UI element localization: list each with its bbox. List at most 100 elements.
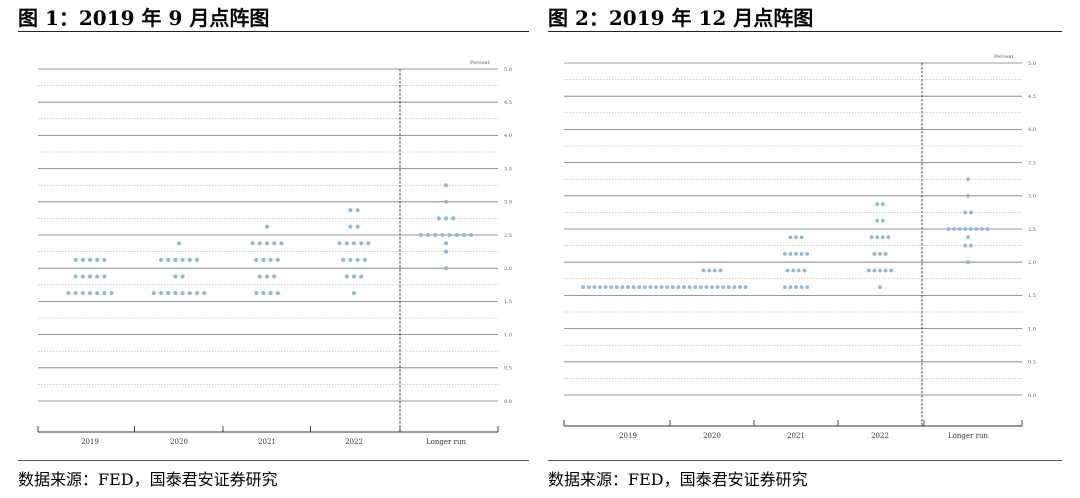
rate-projection-dot (151, 291, 156, 296)
rate-projection-dot (73, 257, 78, 262)
rate-projection-dot (886, 235, 891, 240)
rate-projection-dot (620, 285, 625, 289)
y-tick-label: 2.0 (504, 266, 512, 272)
rate-projection-dot (880, 202, 885, 207)
rate-projection-dot (265, 241, 269, 246)
rate-projection-dot (444, 249, 448, 254)
rate-projection-dot (626, 285, 630, 289)
y-tick-label: 5.0 (504, 67, 512, 73)
rate-projection-dot (366, 241, 371, 246)
rate-projection-dot (173, 291, 178, 296)
rate-projection-dot (337, 241, 342, 246)
rate-projection-dot (665, 285, 670, 289)
rate-projection-dot (355, 257, 360, 262)
figure-title: 图 1：2019 年 9 月点阵图 (18, 6, 270, 30)
rate-projection-dot (195, 257, 199, 262)
x-category-label: 2022 (871, 432, 889, 440)
rate-projection-dot (359, 241, 364, 246)
rate-projection-dot (268, 257, 273, 262)
rate-projection-dot (791, 268, 796, 273)
rate-projection-dot (687, 285, 692, 289)
y-tick-label: 0.5 (1028, 360, 1036, 366)
y-tick-label: 1.5 (1028, 293, 1036, 299)
chart-panel-september: 图 1：2019 年 9 月点阵图 0.0 0.5 1.0 1.5 2.0 2.5 3.0 3… (18, 0, 529, 498)
rate-projection-dot (95, 291, 100, 296)
y-axis-label: Percent (994, 54, 1013, 60)
rate-projection-dot (782, 252, 787, 256)
source-rule (548, 460, 1062, 461)
rate-projection-dot (159, 257, 163, 262)
rate-projection-dot (95, 274, 100, 279)
y-tick-label: 1.0 (1028, 326, 1036, 332)
rate-projection-dot (261, 257, 266, 262)
rate-projection-dot (109, 291, 114, 296)
rate-projection-dot (102, 257, 107, 262)
rate-projection-dot (974, 227, 979, 231)
y-tick-label: 3.0 (1028, 194, 1036, 200)
rate-projection-dot (195, 291, 199, 296)
rate-projection-dot (592, 285, 597, 289)
source-note: 数据来源：FED，国泰君安证券研究 (548, 470, 808, 489)
rate-projection-dot (180, 257, 185, 262)
rate-projection-dot (946, 227, 951, 231)
rate-projection-dot (88, 274, 92, 279)
rate-projection-dot (799, 285, 804, 289)
rate-projection-dot (648, 285, 653, 289)
rate-projection-dot (444, 216, 448, 221)
y-tick-label: 5.0 (1028, 61, 1036, 67)
rate-projection-dot (883, 268, 888, 273)
rate-projection-dot (275, 291, 280, 296)
rate-projection-dot (444, 183, 448, 188)
rate-projection-dot (444, 266, 448, 271)
rate-projection-dot (180, 291, 185, 296)
rate-projection-dot (257, 241, 262, 246)
rate-projection-dot (866, 268, 871, 273)
rate-projection-dot (659, 285, 664, 289)
rate-projection-dot (743, 285, 748, 289)
rate-projection-dot (265, 224, 269, 229)
rate-projection-dot (275, 257, 280, 262)
rate-projection-dot (88, 257, 92, 262)
rate-projection-dot (447, 233, 452, 237)
rate-projection-dot (80, 291, 85, 296)
rate-projection-dot (718, 268, 723, 273)
x-category-label: 2021 (258, 438, 276, 446)
rate-projection-dot (872, 252, 877, 256)
rate-projection-dot (355, 208, 360, 213)
rate-projection-dot (614, 285, 619, 289)
rate-projection-dot (794, 252, 798, 256)
rate-projection-dot (721, 285, 726, 289)
rate-projection-dot (869, 235, 874, 240)
rate-projection-dot (272, 241, 277, 246)
rate-projection-dot (732, 285, 737, 289)
rate-projection-dot (631, 285, 636, 289)
x-category-label: 2019 (619, 432, 637, 440)
rate-projection-dot (963, 227, 968, 231)
rate-projection-dot (102, 274, 107, 279)
y-tick-label: 0.0 (504, 399, 512, 405)
rate-projection-dot (654, 285, 658, 289)
y-tick-label: 0.0 (1028, 393, 1036, 399)
y-tick-label: 2.5 (1028, 227, 1036, 233)
title-rule (18, 31, 529, 32)
rate-projection-dot (95, 257, 100, 262)
rate-projection-dot (352, 291, 356, 296)
rate-projection-dot (872, 268, 877, 273)
y-tick-label: 3.5 (504, 166, 512, 172)
rate-projection-dot (799, 235, 804, 240)
rate-projection-dot (957, 227, 962, 231)
rate-projection-dot (344, 241, 349, 246)
rate-projection-dot (187, 291, 192, 296)
rate-projection-dot (451, 216, 456, 221)
rate-projection-dot (268, 291, 273, 296)
rate-projection-dot (352, 241, 356, 246)
rate-projection-dot (344, 274, 349, 279)
rate-projection-dot (173, 274, 178, 279)
rate-projection-dot (418, 233, 423, 237)
rate-projection-dot (261, 291, 266, 296)
rate-projection-dot (462, 233, 466, 237)
rate-projection-dot (159, 291, 163, 296)
rate-projection-dot (80, 257, 85, 262)
x-category-label: Longer run (948, 432, 988, 440)
rate-projection-dot (701, 268, 706, 273)
